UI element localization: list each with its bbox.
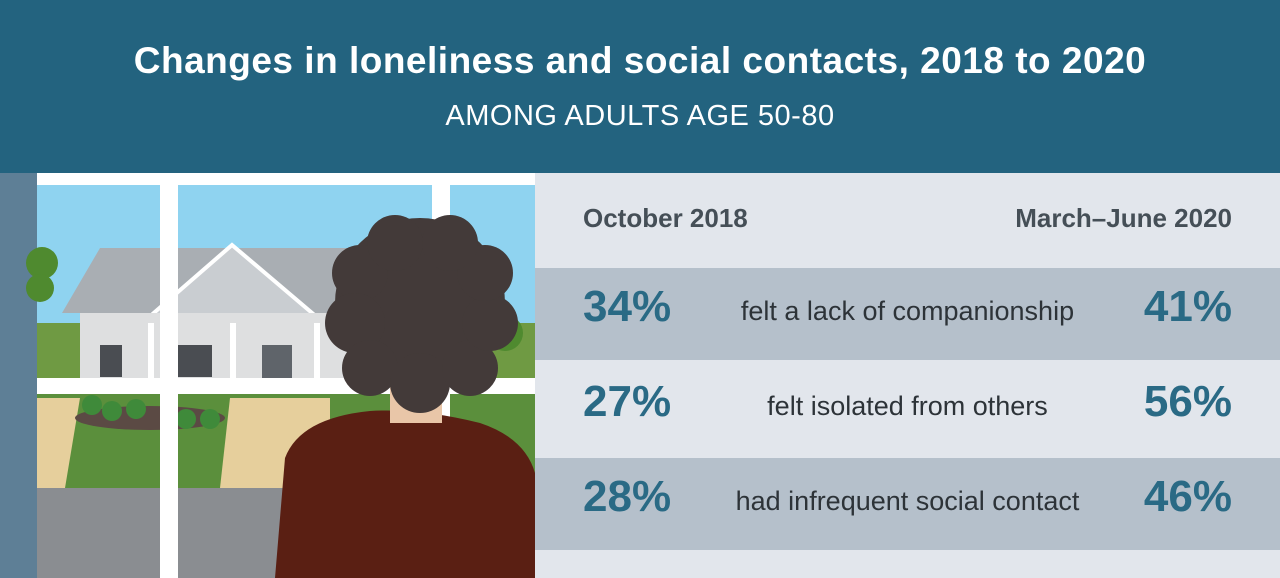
value-2018: 34% — [583, 282, 672, 331]
stat-row-isolated: 27% felt isolated from others 56% — [535, 363, 1280, 455]
chart-title: Changes in loneliness and social contact… — [133, 40, 1147, 81]
column-header-2018: October 2018 — [583, 203, 748, 233]
chart-subtitle: AMONG ADULTS AGE 50-80 — [445, 100, 835, 132]
header-banner: Changes in loneliness and social contact… — [0, 0, 1280, 173]
window-scene-illustration — [0, 173, 535, 578]
row-label: had infrequent social contact — [735, 486, 1080, 516]
woman-looking-out-window-icon — [0, 173, 535, 578]
column-header-2020: March–June 2020 — [1015, 203, 1232, 233]
value-2018: 28% — [583, 472, 672, 521]
value-2020: 56% — [1143, 377, 1232, 426]
row-label: felt a lack of companionship — [740, 296, 1075, 326]
row-label: felt isolated from others — [767, 391, 1048, 421]
value-2020: 41% — [1143, 282, 1232, 331]
value-2018: 27% — [583, 377, 672, 426]
stats-panel: October 2018 March–June 2020 34% felt a … — [535, 173, 1280, 578]
value-2020: 46% — [1143, 472, 1232, 521]
stat-row-social-contact: 28% had infrequent social contact 46% — [535, 458, 1280, 550]
stat-row-companionship: 34% felt a lack of companionship 41% — [535, 268, 1280, 360]
